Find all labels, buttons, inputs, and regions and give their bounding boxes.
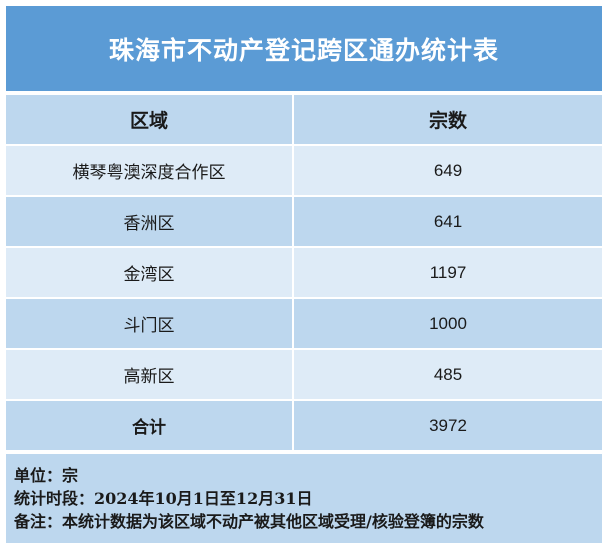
header-region: 区域 xyxy=(4,93,294,146)
region-cell: 香洲区 xyxy=(4,195,294,248)
total-row: 合计 3972 xyxy=(4,399,604,452)
period-note: 统计时段：2024年10月1日至12月31日 xyxy=(14,489,313,508)
total-count: 3972 xyxy=(292,399,604,452)
count-cell: 1197 xyxy=(292,246,604,299)
table-row: 香洲区 641 xyxy=(4,195,604,248)
region-cell: 金湾区 xyxy=(4,246,294,299)
total-label: 合计 xyxy=(4,399,294,452)
statistics-table: 区域 宗数 横琴粤澳深度合作区 649 香洲区 641 金湾区 1197 斗门区… xyxy=(4,93,604,452)
count-cell: 641 xyxy=(292,195,604,248)
table-row: 高新区 485 xyxy=(4,348,604,401)
count-cell: 1000 xyxy=(292,297,604,350)
header-count: 宗数 xyxy=(292,93,604,146)
table-row: 斗门区 1000 xyxy=(4,297,604,350)
remark-note: 备注：本统计数据为该区域不动产被其他区域受理/核验登簿的宗数 xyxy=(14,512,484,531)
count-cell: 649 xyxy=(292,144,604,197)
table-title: 珠海市不动产登记跨区通办统计表 xyxy=(108,35,499,65)
title-bar: 珠海市不动产登记跨区通办统计表 xyxy=(4,4,604,93)
count-cell: 485 xyxy=(292,348,604,401)
table-row: 金湾区 1197 xyxy=(4,246,604,299)
unit-note: 单位：宗 xyxy=(14,466,79,485)
table-row: 横琴粤澳深度合作区 649 xyxy=(4,144,604,197)
notes-section: 单位：宗 统计时段：2024年10月1日至12月31日 备注：本统计数据为该区域… xyxy=(4,452,604,545)
region-cell: 高新区 xyxy=(4,348,294,401)
header-row: 区域 宗数 xyxy=(4,93,604,146)
region-cell: 斗门区 xyxy=(4,297,294,350)
region-cell: 横琴粤澳深度合作区 xyxy=(4,144,294,197)
